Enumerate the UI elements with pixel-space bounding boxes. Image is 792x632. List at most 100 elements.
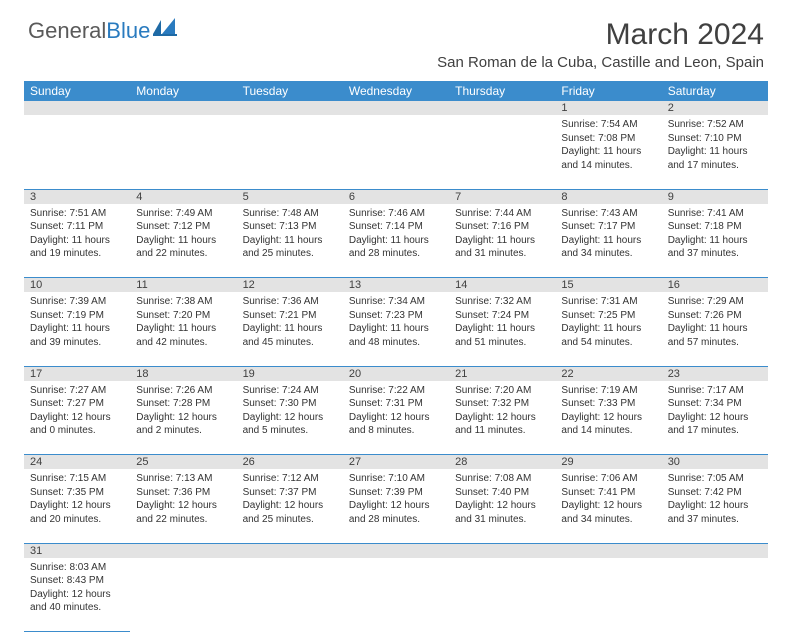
day-details: Sunrise: 7:05 AMSunset: 7:42 PMDaylight:… — [662, 469, 768, 530]
day-number-cell: 27 — [343, 455, 449, 470]
day-cell — [237, 558, 343, 632]
day-cell — [130, 115, 236, 189]
day-number-cell: 1 — [555, 101, 661, 115]
logo-flag-icon — [153, 18, 179, 44]
weekday-header: Saturday — [662, 81, 768, 101]
day-cell: Sunrise: 7:51 AMSunset: 7:11 PMDaylight:… — [24, 204, 130, 278]
day-details: Sunrise: 7:29 AMSunset: 7:26 PMDaylight:… — [662, 292, 768, 353]
day-cell: Sunrise: 7:34 AMSunset: 7:23 PMDaylight:… — [343, 292, 449, 366]
day-cell — [130, 558, 236, 632]
weekday-header: Sunday — [24, 81, 130, 101]
day-cell: Sunrise: 7:15 AMSunset: 7:35 PMDaylight:… — [24, 469, 130, 543]
day-number-cell — [237, 101, 343, 115]
day-cell: Sunrise: 7:22 AMSunset: 7:31 PMDaylight:… — [343, 381, 449, 455]
day-number-cell: 12 — [237, 278, 343, 293]
day-details: Sunrise: 7:06 AMSunset: 7:41 PMDaylight:… — [555, 469, 661, 530]
day-details: Sunrise: 7:46 AMSunset: 7:14 PMDaylight:… — [343, 204, 449, 265]
day-cell: Sunrise: 7:20 AMSunset: 7:32 PMDaylight:… — [449, 381, 555, 455]
day-cell: Sunrise: 7:54 AMSunset: 7:08 PMDaylight:… — [555, 115, 661, 189]
day-number-cell: 16 — [662, 278, 768, 293]
day-number-cell — [449, 543, 555, 558]
day-number-cell: 20 — [343, 366, 449, 381]
day-cell: Sunrise: 7:27 AMSunset: 7:27 PMDaylight:… — [24, 381, 130, 455]
day-details: Sunrise: 7:48 AMSunset: 7:13 PMDaylight:… — [237, 204, 343, 265]
day-number-cell: 10 — [24, 278, 130, 293]
title-block: March 2024 San Roman de la Cuba, Castill… — [437, 18, 764, 71]
day-cell: Sunrise: 7:44 AMSunset: 7:16 PMDaylight:… — [449, 204, 555, 278]
day-cell — [555, 558, 661, 632]
day-details: Sunrise: 7:20 AMSunset: 7:32 PMDaylight:… — [449, 381, 555, 442]
weekday-header: Wednesday — [343, 81, 449, 101]
day-number-cell — [343, 543, 449, 558]
day-details: Sunrise: 7:32 AMSunset: 7:24 PMDaylight:… — [449, 292, 555, 353]
day-details: Sunrise: 7:34 AMSunset: 7:23 PMDaylight:… — [343, 292, 449, 353]
day-number-cell — [555, 543, 661, 558]
day-cell: Sunrise: 7:31 AMSunset: 7:25 PMDaylight:… — [555, 292, 661, 366]
day-cell: Sunrise: 7:08 AMSunset: 7:40 PMDaylight:… — [449, 469, 555, 543]
day-cell: Sunrise: 7:48 AMSunset: 7:13 PMDaylight:… — [237, 204, 343, 278]
day-cell: Sunrise: 7:17 AMSunset: 7:34 PMDaylight:… — [662, 381, 768, 455]
day-cell: Sunrise: 7:26 AMSunset: 7:28 PMDaylight:… — [130, 381, 236, 455]
day-details: Sunrise: 7:15 AMSunset: 7:35 PMDaylight:… — [24, 469, 130, 530]
day-number-cell: 29 — [555, 455, 661, 470]
day-details: Sunrise: 7:49 AMSunset: 7:12 PMDaylight:… — [130, 204, 236, 265]
logo-text-1: General — [28, 18, 106, 44]
day-number-cell: 7 — [449, 189, 555, 204]
day-number-cell: 28 — [449, 455, 555, 470]
day-details: Sunrise: 7:08 AMSunset: 7:40 PMDaylight:… — [449, 469, 555, 530]
day-number-cell: 19 — [237, 366, 343, 381]
day-number-cell: 2 — [662, 101, 768, 115]
day-cell — [449, 558, 555, 632]
day-number-cell: 23 — [662, 366, 768, 381]
day-number-cell: 14 — [449, 278, 555, 293]
day-number-cell: 3 — [24, 189, 130, 204]
calendar-table: SundayMondayTuesdayWednesdayThursdayFrid… — [24, 81, 768, 632]
day-number-cell: 24 — [24, 455, 130, 470]
day-cell: Sunrise: 7:32 AMSunset: 7:24 PMDaylight:… — [449, 292, 555, 366]
calendar-body: 12Sunrise: 7:54 AMSunset: 7:08 PMDayligh… — [24, 101, 768, 632]
day-number-cell — [237, 543, 343, 558]
day-cell: Sunrise: 7:38 AMSunset: 7:20 PMDaylight:… — [130, 292, 236, 366]
day-cell: Sunrise: 7:29 AMSunset: 7:26 PMDaylight:… — [662, 292, 768, 366]
day-details: Sunrise: 7:43 AMSunset: 7:17 PMDaylight:… — [555, 204, 661, 265]
header: GeneralBlue March 2024 San Roman de la C… — [0, 0, 792, 75]
day-cell: Sunrise: 7:43 AMSunset: 7:17 PMDaylight:… — [555, 204, 661, 278]
day-number-cell: 25 — [130, 455, 236, 470]
logo: GeneralBlue — [28, 18, 179, 44]
day-cell: Sunrise: 7:39 AMSunset: 7:19 PMDaylight:… — [24, 292, 130, 366]
day-number-cell: 15 — [555, 278, 661, 293]
day-details: Sunrise: 7:13 AMSunset: 7:36 PMDaylight:… — [130, 469, 236, 530]
location-subtitle: San Roman de la Cuba, Castille and Leon,… — [437, 54, 764, 71]
day-details: Sunrise: 7:39 AMSunset: 7:19 PMDaylight:… — [24, 292, 130, 353]
day-number-cell: 4 — [130, 189, 236, 204]
day-details: Sunrise: 7:17 AMSunset: 7:34 PMDaylight:… — [662, 381, 768, 442]
day-details: Sunrise: 7:41 AMSunset: 7:18 PMDaylight:… — [662, 204, 768, 265]
day-cell: Sunrise: 7:10 AMSunset: 7:39 PMDaylight:… — [343, 469, 449, 543]
day-number-cell: 8 — [555, 189, 661, 204]
day-details: Sunrise: 7:36 AMSunset: 7:21 PMDaylight:… — [237, 292, 343, 353]
day-details: Sunrise: 7:38 AMSunset: 7:20 PMDaylight:… — [130, 292, 236, 353]
day-details: Sunrise: 7:51 AMSunset: 7:11 PMDaylight:… — [24, 204, 130, 265]
weekday-header: Thursday — [449, 81, 555, 101]
day-number-cell — [343, 101, 449, 115]
weekday-header: Monday — [130, 81, 236, 101]
day-details: Sunrise: 7:19 AMSunset: 7:33 PMDaylight:… — [555, 381, 661, 442]
day-number-cell: 11 — [130, 278, 236, 293]
day-cell: Sunrise: 8:03 AMSunset: 8:43 PMDaylight:… — [24, 558, 130, 632]
day-number-cell — [662, 543, 768, 558]
day-cell: Sunrise: 7:36 AMSunset: 7:21 PMDaylight:… — [237, 292, 343, 366]
day-number-cell: 13 — [343, 278, 449, 293]
day-details: Sunrise: 7:12 AMSunset: 7:37 PMDaylight:… — [237, 469, 343, 530]
day-details: Sunrise: 7:27 AMSunset: 7:27 PMDaylight:… — [24, 381, 130, 442]
day-details: Sunrise: 7:22 AMSunset: 7:31 PMDaylight:… — [343, 381, 449, 442]
day-cell: Sunrise: 7:41 AMSunset: 7:18 PMDaylight:… — [662, 204, 768, 278]
day-cell: Sunrise: 7:24 AMSunset: 7:30 PMDaylight:… — [237, 381, 343, 455]
day-details: Sunrise: 7:26 AMSunset: 7:28 PMDaylight:… — [130, 381, 236, 442]
day-cell — [662, 558, 768, 632]
day-number-cell — [24, 101, 130, 115]
day-cell: Sunrise: 7:06 AMSunset: 7:41 PMDaylight:… — [555, 469, 661, 543]
day-number-cell: 31 — [24, 543, 130, 558]
day-number-cell: 5 — [237, 189, 343, 204]
day-cell — [449, 115, 555, 189]
day-number-cell — [449, 101, 555, 115]
